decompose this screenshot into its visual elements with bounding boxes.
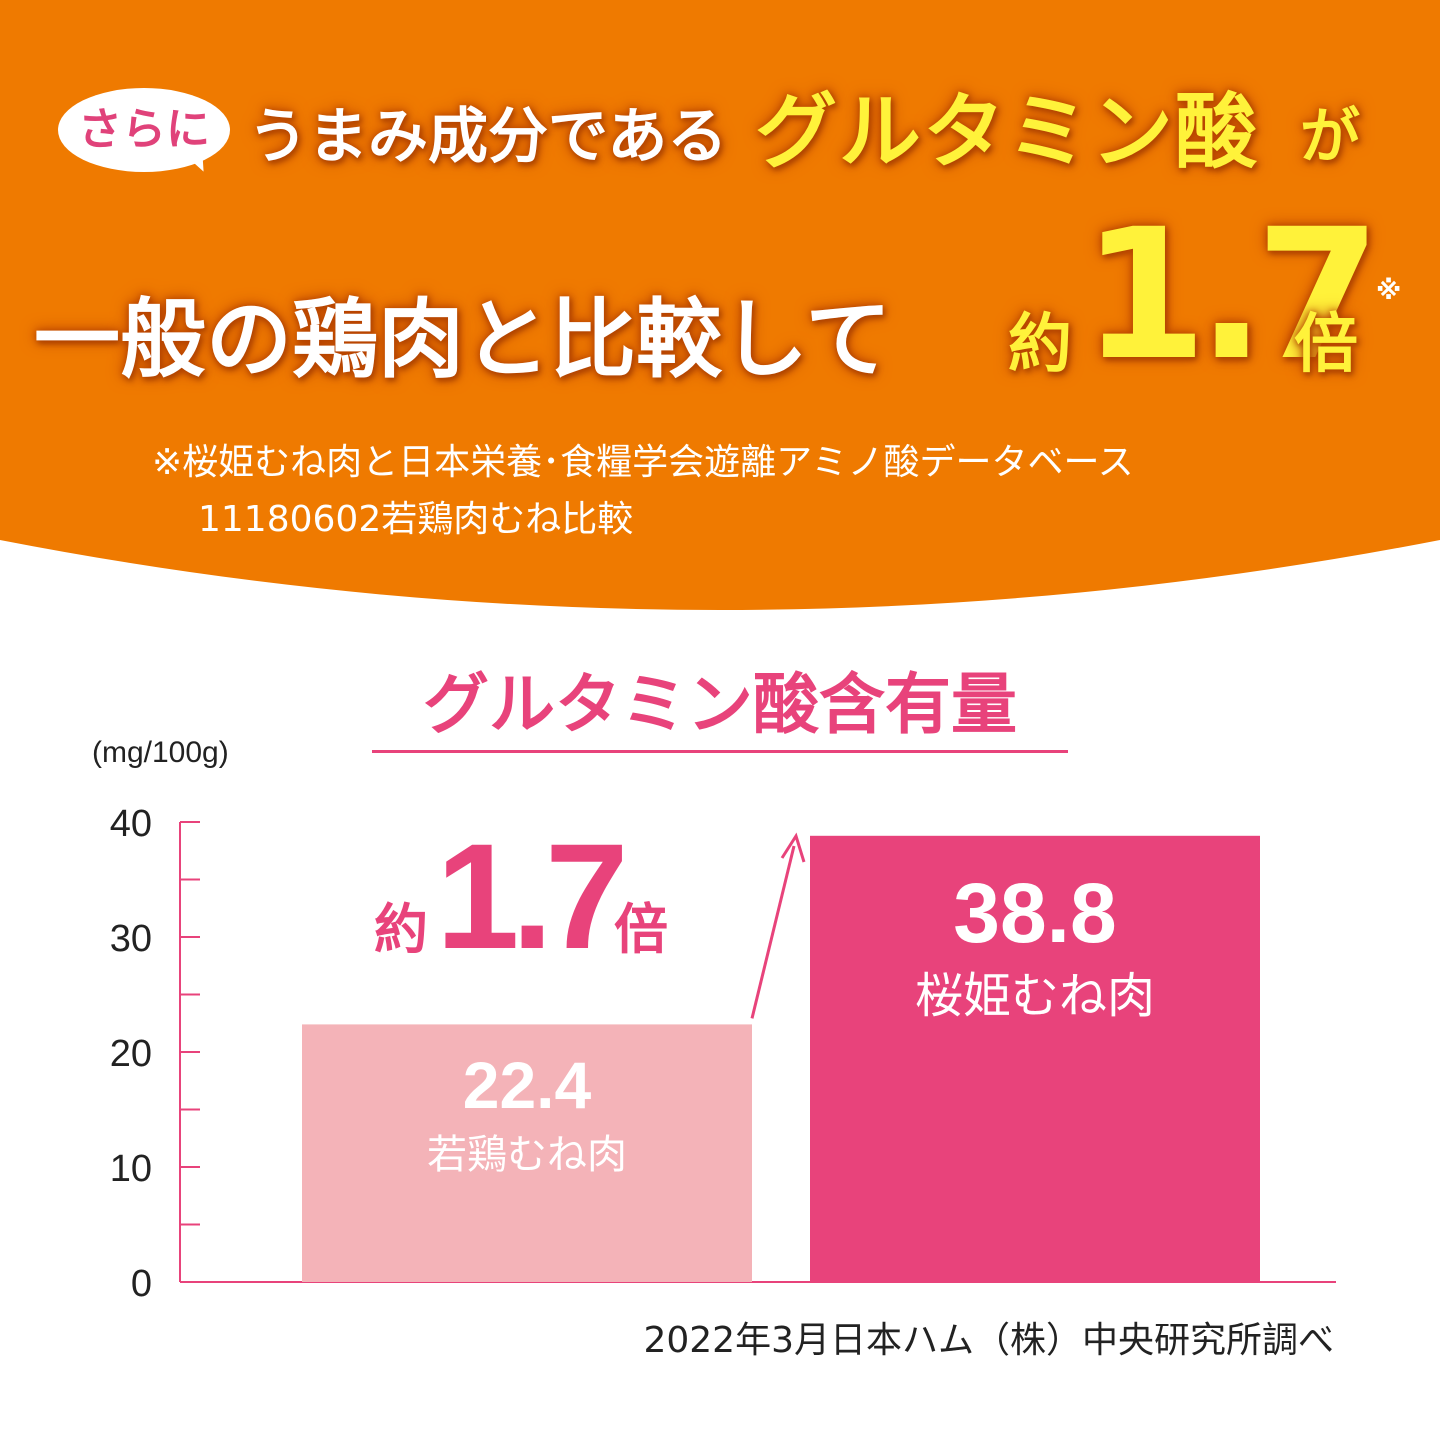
chart-title-underline — [372, 750, 1068, 753]
y-tick-label: 40 — [110, 803, 152, 845]
headline-line1-particle: が — [1300, 102, 1360, 172]
headline-approx: 約 — [1008, 308, 1072, 382]
bar-value-label: 38.8 — [953, 866, 1117, 960]
y-tick-label: 30 — [110, 918, 152, 960]
headline-glutamic-acid: グルタミン酸 — [755, 85, 1260, 180]
footnote-line2: 11180602若鶏肉むね比較 — [198, 499, 634, 540]
headline-line1-text: うまみ成分である — [248, 102, 728, 172]
headline-times: 倍 — [1294, 308, 1358, 382]
ratio-annotation-suffix: 倍 — [614, 898, 668, 961]
bar-value-label: 22.4 — [463, 1048, 592, 1122]
footnote-line1: ※桜姫むね肉と日本栄養･食糧学会遊離アミノ酸データベース — [152, 442, 1134, 483]
headline-ratio-number: 1.7 — [1082, 191, 1381, 400]
y-tick-label: 10 — [110, 1148, 152, 1190]
speech-bubble-text: さらに — [78, 104, 210, 155]
header-banner — [0, 0, 1440, 610]
y-axis-unit-label: (mg/100g) — [92, 736, 229, 769]
bar-category-label: 若鶏むね肉 — [427, 1132, 627, 1178]
comparison-arrow-head — [780, 832, 806, 863]
y-tick-label: 20 — [110, 1033, 152, 1075]
bar-category-label: 桜姫むね肉 — [915, 968, 1155, 1024]
banner-background — [0, 0, 1440, 610]
headline-footnote-mark: ※ — [1376, 276, 1402, 306]
ratio-annotation-prefix: 約 — [374, 898, 428, 961]
comparison-arrow-shaft — [750, 845, 796, 1019]
speech-bubble — [58, 88, 230, 172]
source-note: 2022年3月日本ハム（株）中央研究所調べ — [643, 1320, 1334, 1361]
chart-title: グルタミン酸含有量 — [423, 666, 1017, 743]
bar-1 — [302, 1024, 752, 1282]
y-tick-label: 0 — [131, 1263, 152, 1305]
headline-line2-text: 一般の鶏肉と比較して — [34, 290, 892, 390]
ratio-annotation-number: 1.7 — [436, 812, 622, 980]
bar-2 — [810, 835, 1260, 1282]
